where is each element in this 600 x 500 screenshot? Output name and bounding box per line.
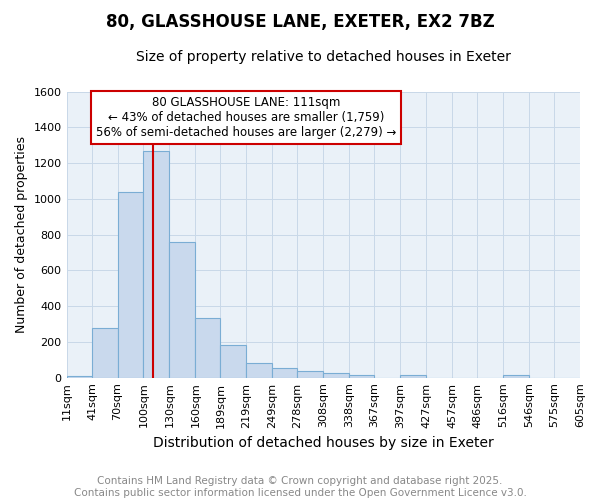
- Bar: [503, 375, 529, 378]
- Bar: [118, 192, 143, 378]
- Bar: [169, 242, 196, 378]
- Title: Size of property relative to detached houses in Exeter: Size of property relative to detached ho…: [136, 50, 511, 64]
- Bar: [349, 375, 374, 378]
- Bar: [92, 328, 118, 378]
- Y-axis label: Number of detached properties: Number of detached properties: [15, 136, 28, 333]
- Bar: [220, 344, 247, 378]
- Bar: [143, 150, 169, 378]
- Bar: [400, 375, 426, 378]
- X-axis label: Distribution of detached houses by size in Exeter: Distribution of detached houses by size …: [153, 436, 494, 450]
- Bar: [67, 376, 92, 378]
- Bar: [298, 372, 323, 378]
- Text: Contains HM Land Registry data © Crown copyright and database right 2025.
Contai: Contains HM Land Registry data © Crown c…: [74, 476, 526, 498]
- Bar: [247, 364, 272, 378]
- Bar: [323, 373, 349, 378]
- Text: 80 GLASSHOUSE LANE: 111sqm
← 43% of detached houses are smaller (1,759)
56% of s: 80 GLASSHOUSE LANE: 111sqm ← 43% of deta…: [96, 96, 397, 139]
- Bar: [196, 318, 220, 378]
- Text: 80, GLASSHOUSE LANE, EXETER, EX2 7BZ: 80, GLASSHOUSE LANE, EXETER, EX2 7BZ: [106, 12, 494, 30]
- Bar: [272, 368, 298, 378]
